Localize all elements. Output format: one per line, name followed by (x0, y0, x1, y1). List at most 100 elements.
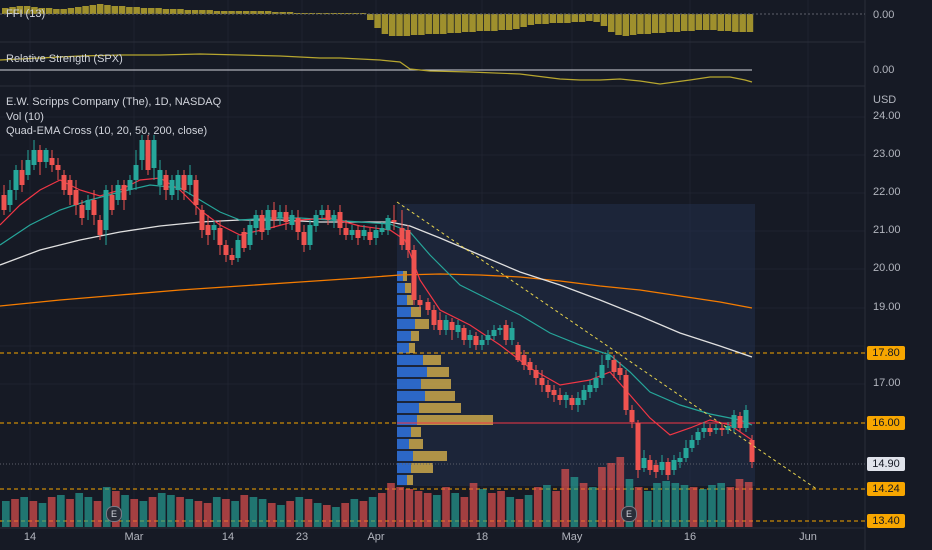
candle[interactable] (485, 330, 491, 345)
candle[interactable] (411, 245, 417, 305)
candle[interactable] (181, 170, 187, 200)
candle[interactable] (545, 380, 551, 398)
candle[interactable] (455, 320, 461, 338)
candle[interactable] (253, 210, 259, 235)
candle[interactable] (307, 220, 313, 250)
candle[interactable] (103, 185, 109, 245)
candle[interactable] (641, 450, 647, 472)
candle[interactable] (331, 210, 337, 228)
candle[interactable] (157, 160, 163, 195)
candle[interactable] (617, 362, 623, 380)
candle[interactable] (259, 210, 265, 240)
candle[interactable] (79, 200, 85, 225)
candle[interactable] (707, 424, 713, 436)
candle[interactable] (461, 325, 467, 345)
candle[interactable] (271, 202, 277, 228)
candle[interactable] (653, 460, 659, 478)
candle[interactable] (295, 210, 301, 240)
candle[interactable] (749, 435, 755, 468)
candle[interactable] (37, 145, 43, 175)
candle[interactable] (361, 225, 367, 240)
candle[interactable] (277, 205, 283, 225)
candle[interactable] (163, 170, 169, 200)
candle[interactable] (611, 355, 617, 378)
candle[interactable] (109, 185, 115, 215)
candle[interactable] (713, 424, 719, 434)
candle[interactable] (187, 165, 193, 195)
candle[interactable] (337, 205, 343, 235)
candle[interactable] (479, 335, 485, 350)
trend-line[interactable] (396, 201, 819, 491)
volume-legend[interactable]: Vol (10) (6, 111, 44, 123)
candle[interactable] (73, 180, 79, 215)
candle[interactable] (205, 215, 211, 245)
candle[interactable] (193, 175, 199, 215)
candle[interactable] (13, 165, 19, 200)
candle[interactable] (43, 148, 49, 168)
candle[interactable] (385, 215, 391, 235)
candle[interactable] (647, 455, 653, 475)
candle[interactable] (67, 175, 73, 205)
candle[interactable] (659, 455, 665, 475)
candle[interactable] (593, 372, 599, 392)
candle[interactable] (473, 332, 479, 350)
candle[interactable] (355, 225, 361, 245)
candle[interactable] (437, 312, 443, 335)
candle[interactable] (563, 392, 569, 408)
candle[interactable] (199, 205, 205, 238)
candle[interactable] (425, 298, 431, 315)
candle[interactable] (521, 350, 527, 370)
candle[interactable] (175, 170, 181, 200)
candlestick-series[interactable] (1, 135, 755, 480)
candle[interactable] (247, 220, 253, 250)
candle[interactable] (25, 150, 31, 180)
earnings-marker-1[interactable]: E (106, 506, 122, 522)
candle[interactable] (443, 315, 449, 335)
candle[interactable] (665, 458, 671, 480)
candle[interactable] (97, 215, 103, 240)
candle[interactable] (313, 210, 319, 232)
candle[interactable] (725, 422, 731, 434)
candle[interactable] (283, 205, 289, 230)
candle[interactable] (509, 322, 515, 345)
candle[interactable] (139, 135, 145, 170)
candle[interactable] (599, 355, 605, 385)
candle[interactable] (695, 428, 701, 445)
candle[interactable] (399, 210, 405, 250)
candle[interactable] (737, 412, 743, 432)
candle[interactable] (719, 424, 725, 436)
candle[interactable] (325, 205, 331, 225)
candle[interactable] (61, 170, 67, 195)
candle[interactable] (133, 150, 139, 190)
candle[interactable] (629, 405, 635, 428)
candle[interactable] (689, 435, 695, 452)
candle[interactable] (391, 205, 397, 230)
candle[interactable] (115, 180, 121, 205)
candle[interactable] (683, 440, 689, 462)
candle[interactable] (539, 370, 545, 392)
candle[interactable] (31, 140, 37, 170)
candle[interactable] (623, 370, 629, 415)
candle[interactable] (731, 410, 737, 432)
earnings-marker-2[interactable]: E (621, 506, 637, 522)
candle[interactable] (7, 180, 13, 212)
candle[interactable] (431, 305, 437, 330)
candle[interactable] (265, 205, 271, 235)
candle[interactable] (575, 392, 581, 412)
candle[interactable] (343, 220, 349, 240)
candle[interactable] (289, 210, 295, 230)
symbol-title[interactable]: E.W. Scripps Company (The), 1D, NASDAQ (6, 96, 222, 108)
candle[interactable] (551, 385, 557, 402)
candle[interactable] (241, 228, 247, 252)
candle[interactable] (671, 455, 677, 475)
candle[interactable] (217, 220, 223, 255)
candle[interactable] (635, 420, 641, 478)
candle[interactable] (121, 180, 127, 210)
quad-ema-legend[interactable]: Quad-EMA Cross (10, 20, 50, 200, close) (6, 125, 208, 137)
candle[interactable] (19, 160, 25, 192)
candle[interactable] (367, 228, 373, 245)
candle[interactable] (587, 380, 593, 398)
candle[interactable] (349, 225, 355, 240)
candle[interactable] (515, 342, 521, 362)
